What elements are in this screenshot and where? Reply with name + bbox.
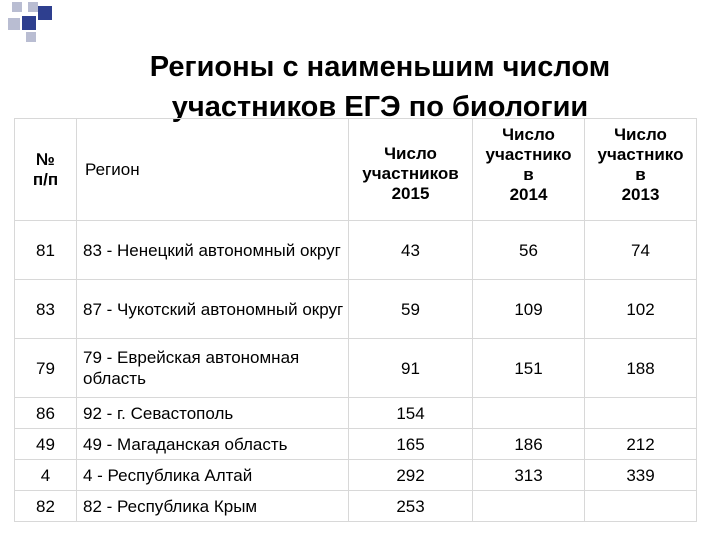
cell-2013: 339 [584,459,697,491]
deco-square [12,2,22,12]
cell-2014 [472,490,585,522]
title-line-2: участников ЕГЭ по биологии [171,91,589,123]
cell-2014: 56 [472,220,585,280]
table-row: 49 49 - Магаданская область 165 186 212 [14,428,697,460]
table-row: 82 82 - Республика Крым 253 [14,490,697,522]
cell-2015: 292 [348,459,473,491]
cell-region: 4 - Республика Алтай [76,459,349,491]
table-row: 86 92 - г. Севастополь 154 [14,397,697,429]
header-num-line: № [36,149,55,169]
header-2013-line: в [635,165,646,184]
cell-num: 82 [14,490,77,522]
header-2014-line: 2014 [509,185,548,204]
cell-num: 81 [14,220,77,280]
header-2014-line: Число [502,125,555,144]
cell-2013: 74 [584,220,697,280]
deco-square [26,32,36,42]
table-header-row: № п/п Регион Число участников 2015 Число… [14,118,697,221]
deco-square [28,2,38,12]
header-2015-line: Число [384,143,437,163]
header-2013-line: 2013 [621,185,660,204]
deco-square [38,6,52,20]
cell-region: 49 - Магаданская область [76,428,349,460]
header-2014-line: в [523,165,534,184]
cell-2014: 313 [472,459,585,491]
cell-2013 [584,397,697,429]
cell-num: 4 [14,459,77,491]
cell-2014: 186 [472,428,585,460]
cell-2014: 109 [472,279,585,339]
cell-num: 83 [14,279,77,339]
header-2014: Число участнико в 2014 [472,118,585,221]
header-2014-line: участнико [485,145,572,164]
cell-region: 82 - Республика Крым [76,490,349,522]
header-2013-line: участнико [597,145,684,164]
cell-2014: 151 [472,338,585,398]
deco-square [22,16,36,30]
regions-table: № п/п Регион Число участников 2015 Число… [14,118,697,522]
header-2015-line: 2015 [391,183,430,203]
cell-2013: 188 [584,338,697,398]
cell-2015: 165 [348,428,473,460]
cell-2015: 43 [348,220,473,280]
slide-title: Регионы с наименьшим числом участников Е… [60,47,700,127]
header-2013: Число участнико в 2013 [584,118,697,221]
table-row: 79 79 - Еврейская автономная область 91 … [14,338,697,398]
header-num-line: п/п [32,169,59,189]
cell-region: 79 - Еврейская автономная область [76,338,349,398]
cell-region: 92 - г. Севастополь [76,397,349,429]
cell-2015: 154 [348,397,473,429]
table-row: 81 83 - Ненецкий автономный округ 43 56 … [14,220,697,280]
table-row: 83 87 - Чукотский автономный округ 59 10… [14,279,697,339]
cell-num: 86 [14,397,77,429]
cell-num: 79 [14,338,77,398]
header-2015-line: участников [362,163,459,183]
decorative-squares [0,0,70,50]
title-line-1: Регионы с наименьшим числом [149,51,611,83]
header-2013-line: Число [614,125,667,144]
header-num: № п/п [14,118,77,221]
header-2015: Число участников 2015 [348,118,473,221]
cell-2015: 59 [348,279,473,339]
cell-2014 [472,397,585,429]
deco-square [8,18,20,30]
header-region: Регион [76,118,349,221]
cell-2013 [584,490,697,522]
table-row: 4 4 - Республика Алтай 292 313 339 [14,459,697,491]
cell-num: 49 [14,428,77,460]
cell-2015: 91 [348,338,473,398]
cell-2013: 212 [584,428,697,460]
cell-region: 83 - Ненецкий автономный округ [76,220,349,280]
cell-2015: 253 [348,490,473,522]
cell-2013: 102 [584,279,697,339]
cell-region: 87 - Чукотский автономный округ [76,279,349,339]
